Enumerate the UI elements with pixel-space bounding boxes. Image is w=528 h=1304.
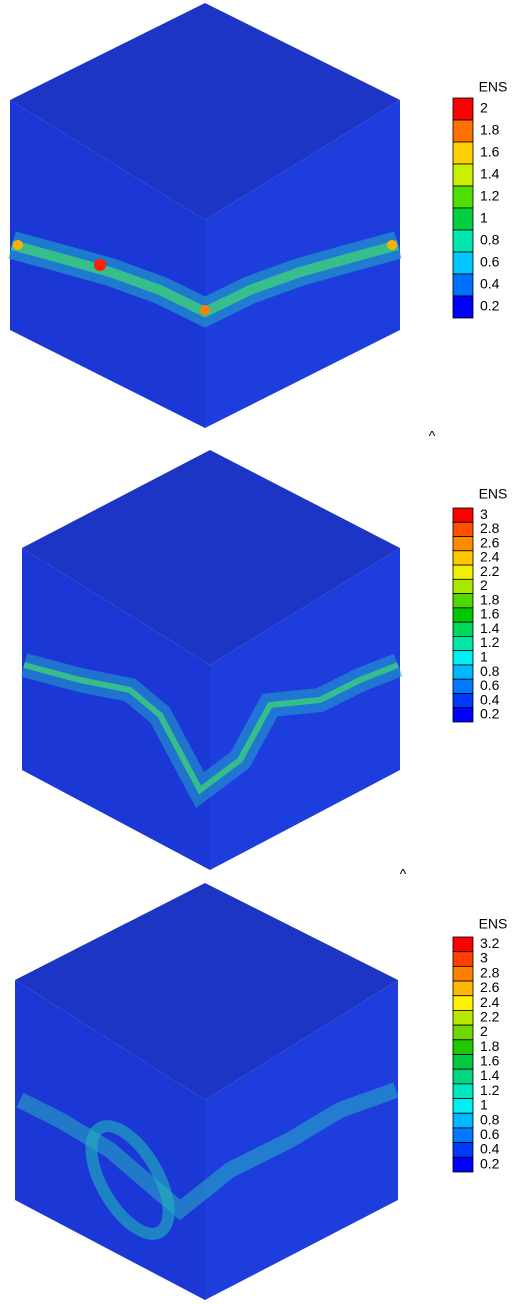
- colorbar-label: 1.8: [480, 1038, 500, 1054]
- colorbar-label: 1.4: [480, 1067, 500, 1083]
- colorbar-swatch: [453, 142, 473, 164]
- cube: [10, 3, 400, 428]
- colorbar-swatch: [453, 296, 473, 318]
- colorbar-title: ENS: [479, 486, 508, 502]
- colorbar-swatch: [453, 996, 473, 1011]
- colorbar-swatch: [453, 186, 473, 208]
- colorbar-swatch: [453, 1084, 473, 1099]
- colorbar-label: 1.2: [480, 188, 500, 204]
- colorbar-swatch: [453, 594, 473, 608]
- colorbar-swatch: [453, 665, 473, 679]
- colorbar-label: 0.8: [480, 232, 500, 248]
- colorbar-label: 0.2: [480, 706, 500, 722]
- colorbar-label: 2: [480, 100, 488, 116]
- figure: ENS21.81.61.41.210.80.60.40.2^ENS32.82.6…: [0, 0, 528, 1304]
- colorbar-label: 0.2: [480, 1155, 500, 1171]
- colorbar-swatch: [453, 966, 473, 981]
- colorbar-swatch: [453, 98, 473, 120]
- colorbar-label: 1.2: [480, 1082, 500, 1098]
- colorbar-label: 1.6: [480, 144, 500, 160]
- colorbar-label: 2.6: [480, 979, 500, 995]
- colorbar-swatch: [453, 1010, 473, 1025]
- colorbar-label: 2.4: [480, 994, 500, 1010]
- colorbar-swatch: [453, 1069, 473, 1084]
- colorbar-label: 3: [480, 950, 488, 966]
- colorbar-swatch: [453, 120, 473, 142]
- colorbar-label: 1.8: [480, 122, 500, 138]
- colorbar-swatch: [453, 651, 473, 665]
- colorbar-swatch: [453, 937, 473, 952]
- colorbar-label: 1.4: [480, 166, 500, 182]
- colorbar-title: ENS: [479, 79, 508, 95]
- colorbar-label: 0.4: [480, 276, 500, 292]
- colorbar-swatch: [453, 1040, 473, 1055]
- colorbar-swatch: [453, 1025, 473, 1040]
- colorbar-label: 3.2: [480, 935, 500, 951]
- colorbar-label: 0.8: [480, 1111, 500, 1127]
- colorbar-label: 2.8: [480, 964, 500, 980]
- colorbar-label: 1: [480, 1097, 488, 1113]
- colorbar-swatch: [453, 252, 473, 274]
- axis-mark: ^: [400, 866, 407, 882]
- colorbar-swatch: [453, 708, 473, 722]
- colorbar-title: ENS: [479, 916, 508, 932]
- colorbar-swatch: [453, 608, 473, 622]
- colorbar-swatch: [453, 952, 473, 967]
- colorbar-label: 2.2: [480, 1008, 500, 1024]
- colorbar-swatch: [453, 622, 473, 636]
- colorbar-label: 1.6: [480, 1053, 500, 1069]
- colorbar-swatch: [453, 1055, 473, 1070]
- colorbar-swatch: [453, 274, 473, 296]
- colorbar-label: 0.4: [480, 1141, 500, 1157]
- colorbar-swatch: [453, 508, 473, 522]
- colorbar-swatch: [453, 981, 473, 996]
- axis-mark: ^: [429, 428, 436, 444]
- colorbar-swatch: [453, 565, 473, 579]
- colorbar-label: 0.6: [480, 254, 500, 270]
- colorbar-label: 1: [480, 210, 488, 226]
- colorbar-swatch: [453, 208, 473, 230]
- colorbar-label: 0.6: [480, 1126, 500, 1142]
- colorbar-swatch: [453, 579, 473, 593]
- colorbar-swatch: [453, 551, 473, 565]
- colorbar-swatch: [453, 164, 473, 186]
- colorbar-swatch: [453, 537, 473, 551]
- colorbar-swatch: [453, 1099, 473, 1114]
- colorbar-swatch: [453, 1128, 473, 1143]
- cube: [22, 450, 400, 870]
- colorbar-swatch: [453, 679, 473, 693]
- cube: [15, 883, 398, 1300]
- colorbar-swatch: [453, 1157, 473, 1172]
- colorbar-label: 0.2: [480, 298, 500, 314]
- colorbar-swatch: [453, 230, 473, 252]
- page: ENS21.81.61.41.210.80.60.40.2^ENS32.82.6…: [0, 0, 528, 1304]
- colorbar-swatch: [453, 693, 473, 707]
- colorbar-swatch: [453, 522, 473, 536]
- colorbar-swatch: [453, 1143, 473, 1158]
- colorbar-swatch: [453, 1113, 473, 1128]
- colorbar-swatch: [453, 636, 473, 650]
- colorbar-label: 2: [480, 1023, 488, 1039]
